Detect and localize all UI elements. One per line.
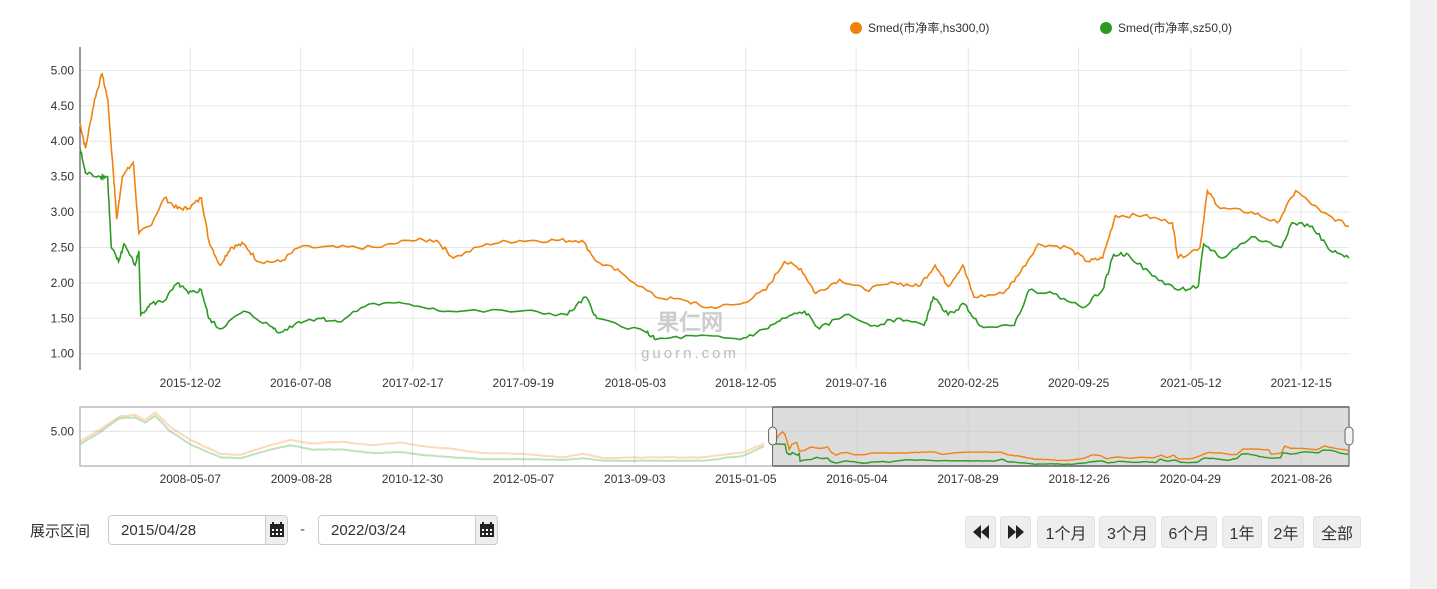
y-tick-label: 1.00: [51, 347, 75, 361]
navigator-history-hs300: [79, 410, 765, 460]
forward-icon: [1007, 525, 1024, 539]
navigator-series-hs300: [772, 430, 1349, 462]
y-tick-label: 3.00: [51, 205, 75, 219]
y-tick-label: 4.50: [51, 99, 75, 113]
legend-item-hs300[interactable]: Smed(市净率,hs300,0): [850, 20, 989, 35]
legend-marker-icon: [1100, 22, 1112, 34]
navigator-selection: [772, 407, 1349, 466]
legend-marker-icon: [850, 22, 862, 34]
range-separator: -: [300, 521, 305, 538]
series-line-sz50: [79, 148, 1350, 341]
x-tick-label: 2020-09-25: [1048, 376, 1110, 390]
navigator-right-handle[interactable]: [1344, 426, 1354, 446]
range-3-month-button[interactable]: 3个月: [1099, 516, 1156, 548]
end-date-input[interactable]: [319, 516, 475, 544]
navigator-x-tick-label: 2018-12-26: [1048, 472, 1110, 486]
navigator-x-tick-label: 2021-08-26: [1271, 472, 1333, 486]
x-tick-label: 2019-07-16: [825, 376, 887, 390]
navigator-x-tick-label: 2009-08-28: [271, 472, 333, 486]
navigator-series-sz50: [772, 440, 1350, 466]
y-tick-label: 5.00: [51, 63, 75, 77]
range-6-month-button[interactable]: 6个月: [1161, 516, 1217, 548]
x-tick-label: 2021-12-15: [1270, 376, 1332, 390]
x-tick-label: 2021-05-12: [1160, 376, 1222, 390]
x-tick-label: 2020-02-25: [938, 376, 1000, 390]
range-1-month-button[interactable]: 1个月: [1037, 516, 1095, 548]
navigator-y-tick-label: 5.00: [51, 424, 75, 438]
range-label: 展示区间: [30, 523, 91, 540]
watermark: 果仁网: [657, 310, 723, 335]
x-tick-label: 2016-07-08: [270, 376, 332, 390]
chart: 1.00 1.50 2.00 2.50 3.00 3.50 4.00 4.50 5.00 2015…: [51, 20, 1354, 486]
watermark: guorn.com: [641, 345, 739, 362]
legend-label: Smed(市净率,sz50,0): [1118, 20, 1232, 35]
fast-forward-button[interactable]: [1000, 516, 1031, 548]
end-date-picker[interactable]: [318, 515, 498, 545]
navigator-x-tick-label: 2016-05-04: [826, 472, 888, 486]
navigator-left-handle[interactable]: [768, 426, 778, 446]
calendar-icon[interactable]: [265, 516, 287, 544]
x-tick-label: 2018-05-03: [605, 376, 667, 390]
navigator-x-tick-label: 2010-12-30: [382, 472, 444, 486]
legend-label: Smed(市净率,hs300,0): [868, 20, 989, 35]
y-tick-label: 3.50: [51, 170, 75, 184]
start-date-input[interactable]: [109, 516, 265, 544]
x-tick-label: 2018-12-05: [715, 376, 777, 390]
x-tick-label: 2017-09-19: [493, 376, 555, 390]
y-tick-label: 4.00: [51, 134, 75, 148]
backward-icon: [972, 525, 989, 539]
range-2-year-button[interactable]: 2年: [1268, 516, 1304, 548]
series-line-hs300: [79, 72, 1350, 310]
navigator-x-tick-label: 2017-08-29: [937, 472, 999, 486]
legend-item-sz50[interactable]: Smed(市净率,sz50,0): [1100, 20, 1232, 35]
navigator-x-tick-label: 2012-05-07: [493, 472, 555, 486]
range-all-button[interactable]: 全部: [1313, 516, 1361, 548]
navigator-x-tick-label: 2008-05-07: [160, 472, 222, 486]
y-tick-label: 2.50: [51, 240, 75, 254]
navigator-x-tick-label: 2015-01-05: [715, 472, 777, 486]
range-1-year-button[interactable]: 1年: [1222, 516, 1262, 548]
navigator-x-tick-label: 2013-09-03: [604, 472, 666, 486]
calendar-icon[interactable]: [475, 516, 497, 544]
y-tick-label: 2.00: [51, 276, 75, 290]
navigator-history-sz50: [79, 414, 765, 463]
navigator-x-tick-label: 2020-04-29: [1160, 472, 1222, 486]
x-tick-label: 2015-12-02: [160, 376, 222, 390]
fast-backward-button[interactable]: [965, 516, 996, 548]
y-tick-label: 1.50: [51, 311, 75, 325]
start-date-picker[interactable]: [108, 515, 288, 545]
x-tick-label: 2017-02-17: [382, 376, 444, 390]
scrollbar-track[interactable]: [1410, 0, 1437, 589]
